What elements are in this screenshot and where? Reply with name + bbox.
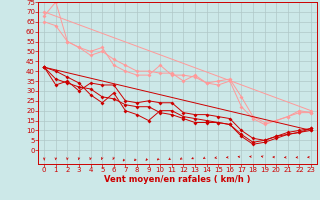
X-axis label: Vent moyen/en rafales ( km/h ): Vent moyen/en rafales ( km/h ) xyxy=(104,175,251,184)
